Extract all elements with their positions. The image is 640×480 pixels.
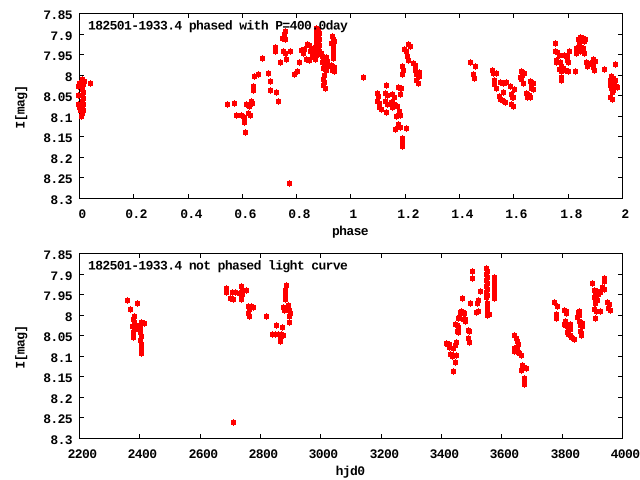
svg-text:1.4: 1.4: [451, 207, 473, 222]
svg-text:2200: 2200: [68, 447, 98, 462]
svg-text:7.95: 7.95: [43, 289, 73, 304]
svg-text:4000: 4000: [611, 447, 640, 462]
svg-text:8.25: 8.25: [43, 412, 73, 427]
svg-text:hjd0: hjd0: [336, 464, 366, 479]
svg-text:3000: 3000: [309, 447, 339, 462]
svg-text:8.05: 8.05: [43, 330, 73, 345]
svg-text:8: 8: [65, 310, 73, 325]
svg-text:2600: 2600: [189, 447, 219, 462]
svg-text:3600: 3600: [490, 447, 520, 462]
svg-text:8.3: 8.3: [50, 433, 72, 448]
svg-text:7.85: 7.85: [43, 248, 73, 263]
svg-text:8.15: 8.15: [43, 371, 73, 386]
svg-text:7.95: 7.95: [43, 49, 73, 64]
svg-text:8.05: 8.05: [43, 90, 73, 105]
svg-text:2800: 2800: [249, 447, 279, 462]
svg-text:2400: 2400: [128, 447, 158, 462]
svg-text:0.2: 0.2: [125, 207, 147, 222]
svg-text:2: 2: [621, 207, 629, 222]
svg-text:8.2: 8.2: [50, 152, 72, 167]
svg-text:7.85: 7.85: [43, 8, 73, 23]
svg-text:1: 1: [349, 207, 357, 222]
svg-text:I[mag]: I[mag]: [14, 85, 29, 128]
svg-text:0.4: 0.4: [180, 207, 202, 222]
svg-text:3800: 3800: [551, 447, 581, 462]
svg-text:0.6: 0.6: [234, 207, 256, 222]
svg-text:0: 0: [78, 207, 86, 222]
svg-text:8.2: 8.2: [50, 392, 72, 407]
svg-text:I[mag]: I[mag]: [14, 325, 29, 368]
svg-text:0.8: 0.8: [288, 207, 310, 222]
svg-text:3200: 3200: [370, 447, 400, 462]
svg-text:8: 8: [65, 70, 73, 85]
svg-text:8.3: 8.3: [50, 193, 72, 208]
svg-text:182501-1933.4 phased with P=40: 182501-1933.4 phased with P=400.0day: [88, 19, 348, 34]
svg-text:phase: phase: [332, 224, 369, 239]
svg-text:3400: 3400: [430, 447, 460, 462]
svg-text:1.8: 1.8: [560, 207, 582, 222]
svg-text:7.9: 7.9: [50, 29, 72, 44]
svg-text:7.9: 7.9: [50, 269, 72, 284]
svg-text:182501-1933.4 not phased light: 182501-1933.4 not phased light curve: [88, 259, 348, 274]
svg-text:1.2: 1.2: [397, 207, 419, 222]
svg-text:1.6: 1.6: [505, 207, 527, 222]
svg-text:8.25: 8.25: [43, 172, 73, 187]
svg-text:8.1: 8.1: [50, 351, 72, 366]
svg-text:8.1: 8.1: [50, 111, 72, 126]
svg-text:8.15: 8.15: [43, 131, 73, 146]
